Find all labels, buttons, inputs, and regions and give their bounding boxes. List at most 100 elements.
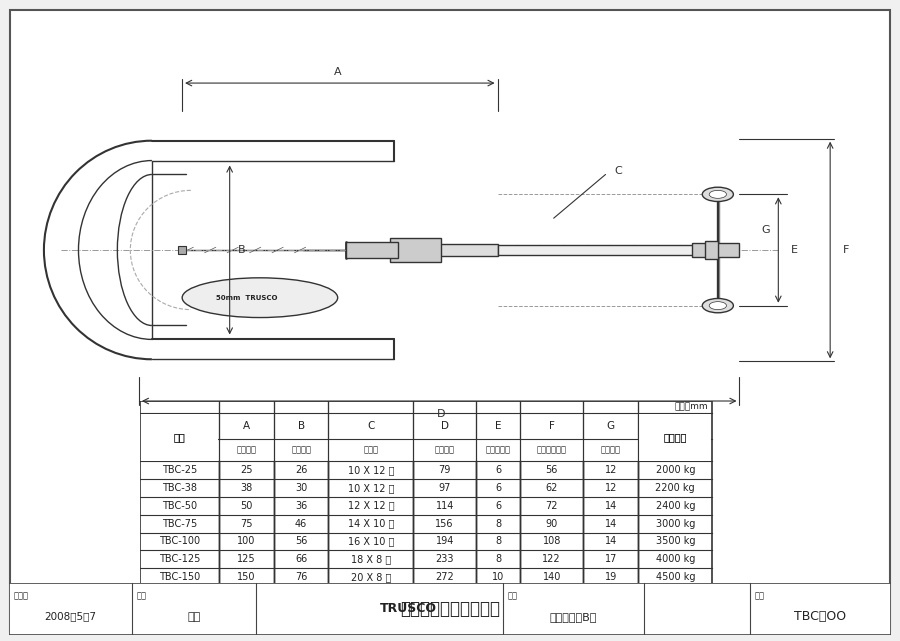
Text: 本体全長: 本体全長 <box>435 445 454 454</box>
Text: 10: 10 <box>492 590 504 600</box>
Text: F: F <box>843 245 850 255</box>
Text: 締付荷重: 締付荷重 <box>663 432 687 442</box>
Circle shape <box>709 190 726 198</box>
Circle shape <box>702 187 733 201</box>
Text: 4000 kg: 4000 kg <box>655 554 695 564</box>
FancyBboxPatch shape <box>9 583 891 635</box>
Text: 66: 66 <box>295 554 307 564</box>
Text: 3500 kg: 3500 kg <box>655 537 695 547</box>
Text: 6: 6 <box>495 465 501 475</box>
Text: 品番: 品番 <box>174 432 185 442</box>
Text: 作成日: 作成日 <box>14 591 29 600</box>
Text: 122: 122 <box>543 554 561 564</box>
Text: 156: 156 <box>436 519 454 529</box>
Text: 8: 8 <box>495 554 501 564</box>
Text: 62: 62 <box>545 483 558 493</box>
Text: 単位：mm: 単位：mm <box>675 403 708 412</box>
Text: 46: 46 <box>295 519 307 529</box>
Bar <box>705 241 718 259</box>
Text: 6: 6 <box>495 501 501 511</box>
Text: 4500 kg: 4500 kg <box>655 572 695 582</box>
Text: TBC-25: TBC-25 <box>162 465 197 475</box>
Bar <box>394 244 498 256</box>
Text: 6: 6 <box>495 483 501 493</box>
Text: TBC-125: TBC-125 <box>158 554 200 564</box>
Text: 233: 233 <box>436 554 454 564</box>
Text: トラスコ中山株式会社: トラスコ中山株式会社 <box>400 600 500 618</box>
Text: E: E <box>791 245 798 255</box>
Text: TBC-50: TBC-50 <box>162 501 197 511</box>
Text: 品番: 品番 <box>754 591 764 600</box>
Text: TBC-100: TBC-100 <box>158 537 200 547</box>
Text: 17: 17 <box>605 554 617 564</box>
Circle shape <box>709 302 726 310</box>
Text: 30: 30 <box>295 483 307 493</box>
Text: 14: 14 <box>605 519 617 529</box>
Text: 50mm  TRUSCO: 50mm TRUSCO <box>216 295 278 301</box>
Bar <box>140 413 219 461</box>
Text: 12 X 12 山: 12 X 12 山 <box>347 501 394 511</box>
Text: 六角対辺: 六角対辺 <box>600 445 621 454</box>
Bar <box>141 413 219 439</box>
Text: D: D <box>441 421 449 431</box>
Text: 12: 12 <box>605 483 617 493</box>
Text: E: E <box>495 421 501 431</box>
Text: 18 X 8 山: 18 X 8 山 <box>351 554 391 564</box>
Text: 品番: 品番 <box>174 432 185 442</box>
Text: ハンドル長さ: ハンドル長さ <box>536 445 567 454</box>
Text: 14: 14 <box>605 501 617 511</box>
Text: TBC－OO: TBC－OO <box>795 610 847 623</box>
Text: 56: 56 <box>295 537 307 547</box>
Text: 19: 19 <box>605 572 617 582</box>
Text: 50: 50 <box>240 501 253 511</box>
Text: 72: 72 <box>545 501 558 511</box>
Bar <box>498 246 705 254</box>
Text: 335: 335 <box>436 590 454 600</box>
Text: 90: 90 <box>545 519 558 529</box>
Text: A: A <box>243 421 250 431</box>
Text: 79: 79 <box>438 465 451 475</box>
Text: 56: 56 <box>545 465 558 475</box>
Text: 150: 150 <box>543 590 561 600</box>
Text: ハンドル径: ハンドル径 <box>486 445 510 454</box>
Ellipse shape <box>182 278 338 317</box>
Text: 5000 kg: 5000 kg <box>655 590 695 600</box>
Text: 95: 95 <box>295 590 307 600</box>
Text: 20 X 8 山: 20 X 8 山 <box>351 572 392 582</box>
Text: 2400 kg: 2400 kg <box>655 501 695 511</box>
Text: 25: 25 <box>240 465 253 475</box>
Text: 97: 97 <box>438 483 451 493</box>
Text: 100: 100 <box>238 537 256 547</box>
Text: シャコ万力B型: シャコ万力B型 <box>550 612 598 622</box>
Text: 検図: 検図 <box>137 591 147 600</box>
Text: TRUSCO: TRUSCO <box>380 603 436 615</box>
Text: 12: 12 <box>605 465 617 475</box>
Circle shape <box>702 299 733 313</box>
Text: 114: 114 <box>436 501 454 511</box>
Text: D: D <box>437 409 446 419</box>
Text: 108: 108 <box>543 537 561 547</box>
Text: 観ネジ: 観ネジ <box>364 445 378 454</box>
Text: 口の深さ: 口の深さ <box>291 445 311 454</box>
Text: B: B <box>298 421 305 431</box>
Text: C: C <box>614 165 622 176</box>
Bar <box>639 413 711 461</box>
Text: 14: 14 <box>605 537 617 547</box>
Text: TBC-200: TBC-200 <box>158 590 200 600</box>
Text: G: G <box>761 225 770 235</box>
Text: A: A <box>334 67 341 77</box>
Text: 16 X 10 山: 16 X 10 山 <box>347 537 394 547</box>
Text: 品名: 品名 <box>508 591 518 600</box>
FancyBboxPatch shape <box>10 10 890 631</box>
Text: F: F <box>549 421 554 431</box>
Text: 10 X 12 山: 10 X 12 山 <box>347 483 394 493</box>
Text: 10 X 12 山: 10 X 12 山 <box>347 465 394 475</box>
Text: 36: 36 <box>295 501 307 511</box>
Text: G: G <box>607 421 615 431</box>
Text: 76: 76 <box>295 572 307 582</box>
Text: 佐藤: 佐藤 <box>187 612 201 622</box>
Text: 38: 38 <box>240 483 253 493</box>
Text: 125: 125 <box>238 554 256 564</box>
Bar <box>692 243 740 257</box>
Bar <box>390 238 441 262</box>
